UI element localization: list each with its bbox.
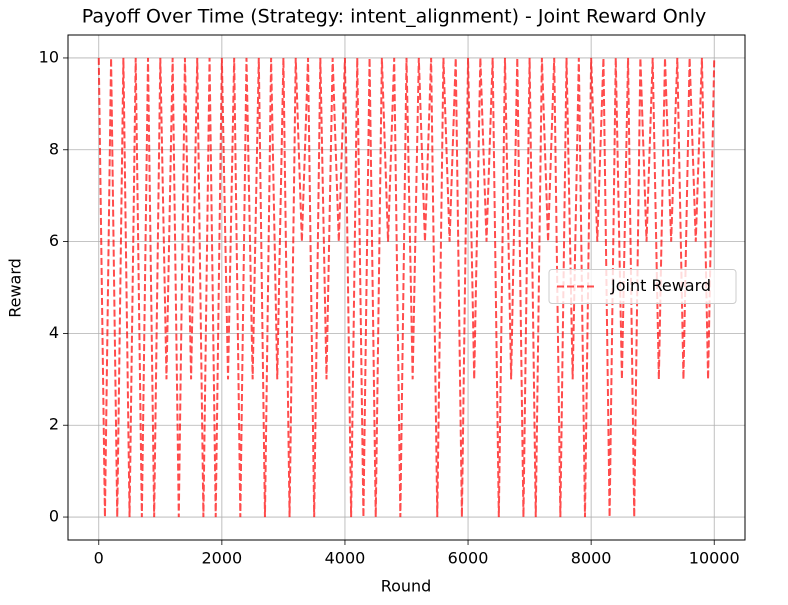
x-tick-label: 10000 xyxy=(689,549,740,568)
legend-box xyxy=(548,269,737,304)
y-tick-label: 6 xyxy=(49,231,59,250)
x-tick-label: 4000 xyxy=(325,549,366,568)
x-tick-label: 8000 xyxy=(571,549,612,568)
data-line xyxy=(97,57,716,518)
y-tick-label: 8 xyxy=(49,139,59,158)
y-tick-label: 0 xyxy=(49,507,59,526)
x-tick-label: 0 xyxy=(94,549,104,568)
chart-title: Payoff Over Time (Strategy: intent_align… xyxy=(82,6,707,28)
x-tick-label: 6000 xyxy=(448,549,489,568)
x-tick-label: 2000 xyxy=(202,549,243,568)
y-tick-label: 2 xyxy=(49,415,59,434)
legend: Joint Reward xyxy=(548,269,737,304)
x-axis-label: Round xyxy=(381,577,432,596)
legend-label: Joint Reward xyxy=(610,276,711,295)
y-axis-label: Reward xyxy=(6,258,25,318)
y-tick-label: 4 xyxy=(49,323,59,342)
y-tick-label: 10 xyxy=(39,47,59,66)
plot-frame xyxy=(67,34,746,541)
